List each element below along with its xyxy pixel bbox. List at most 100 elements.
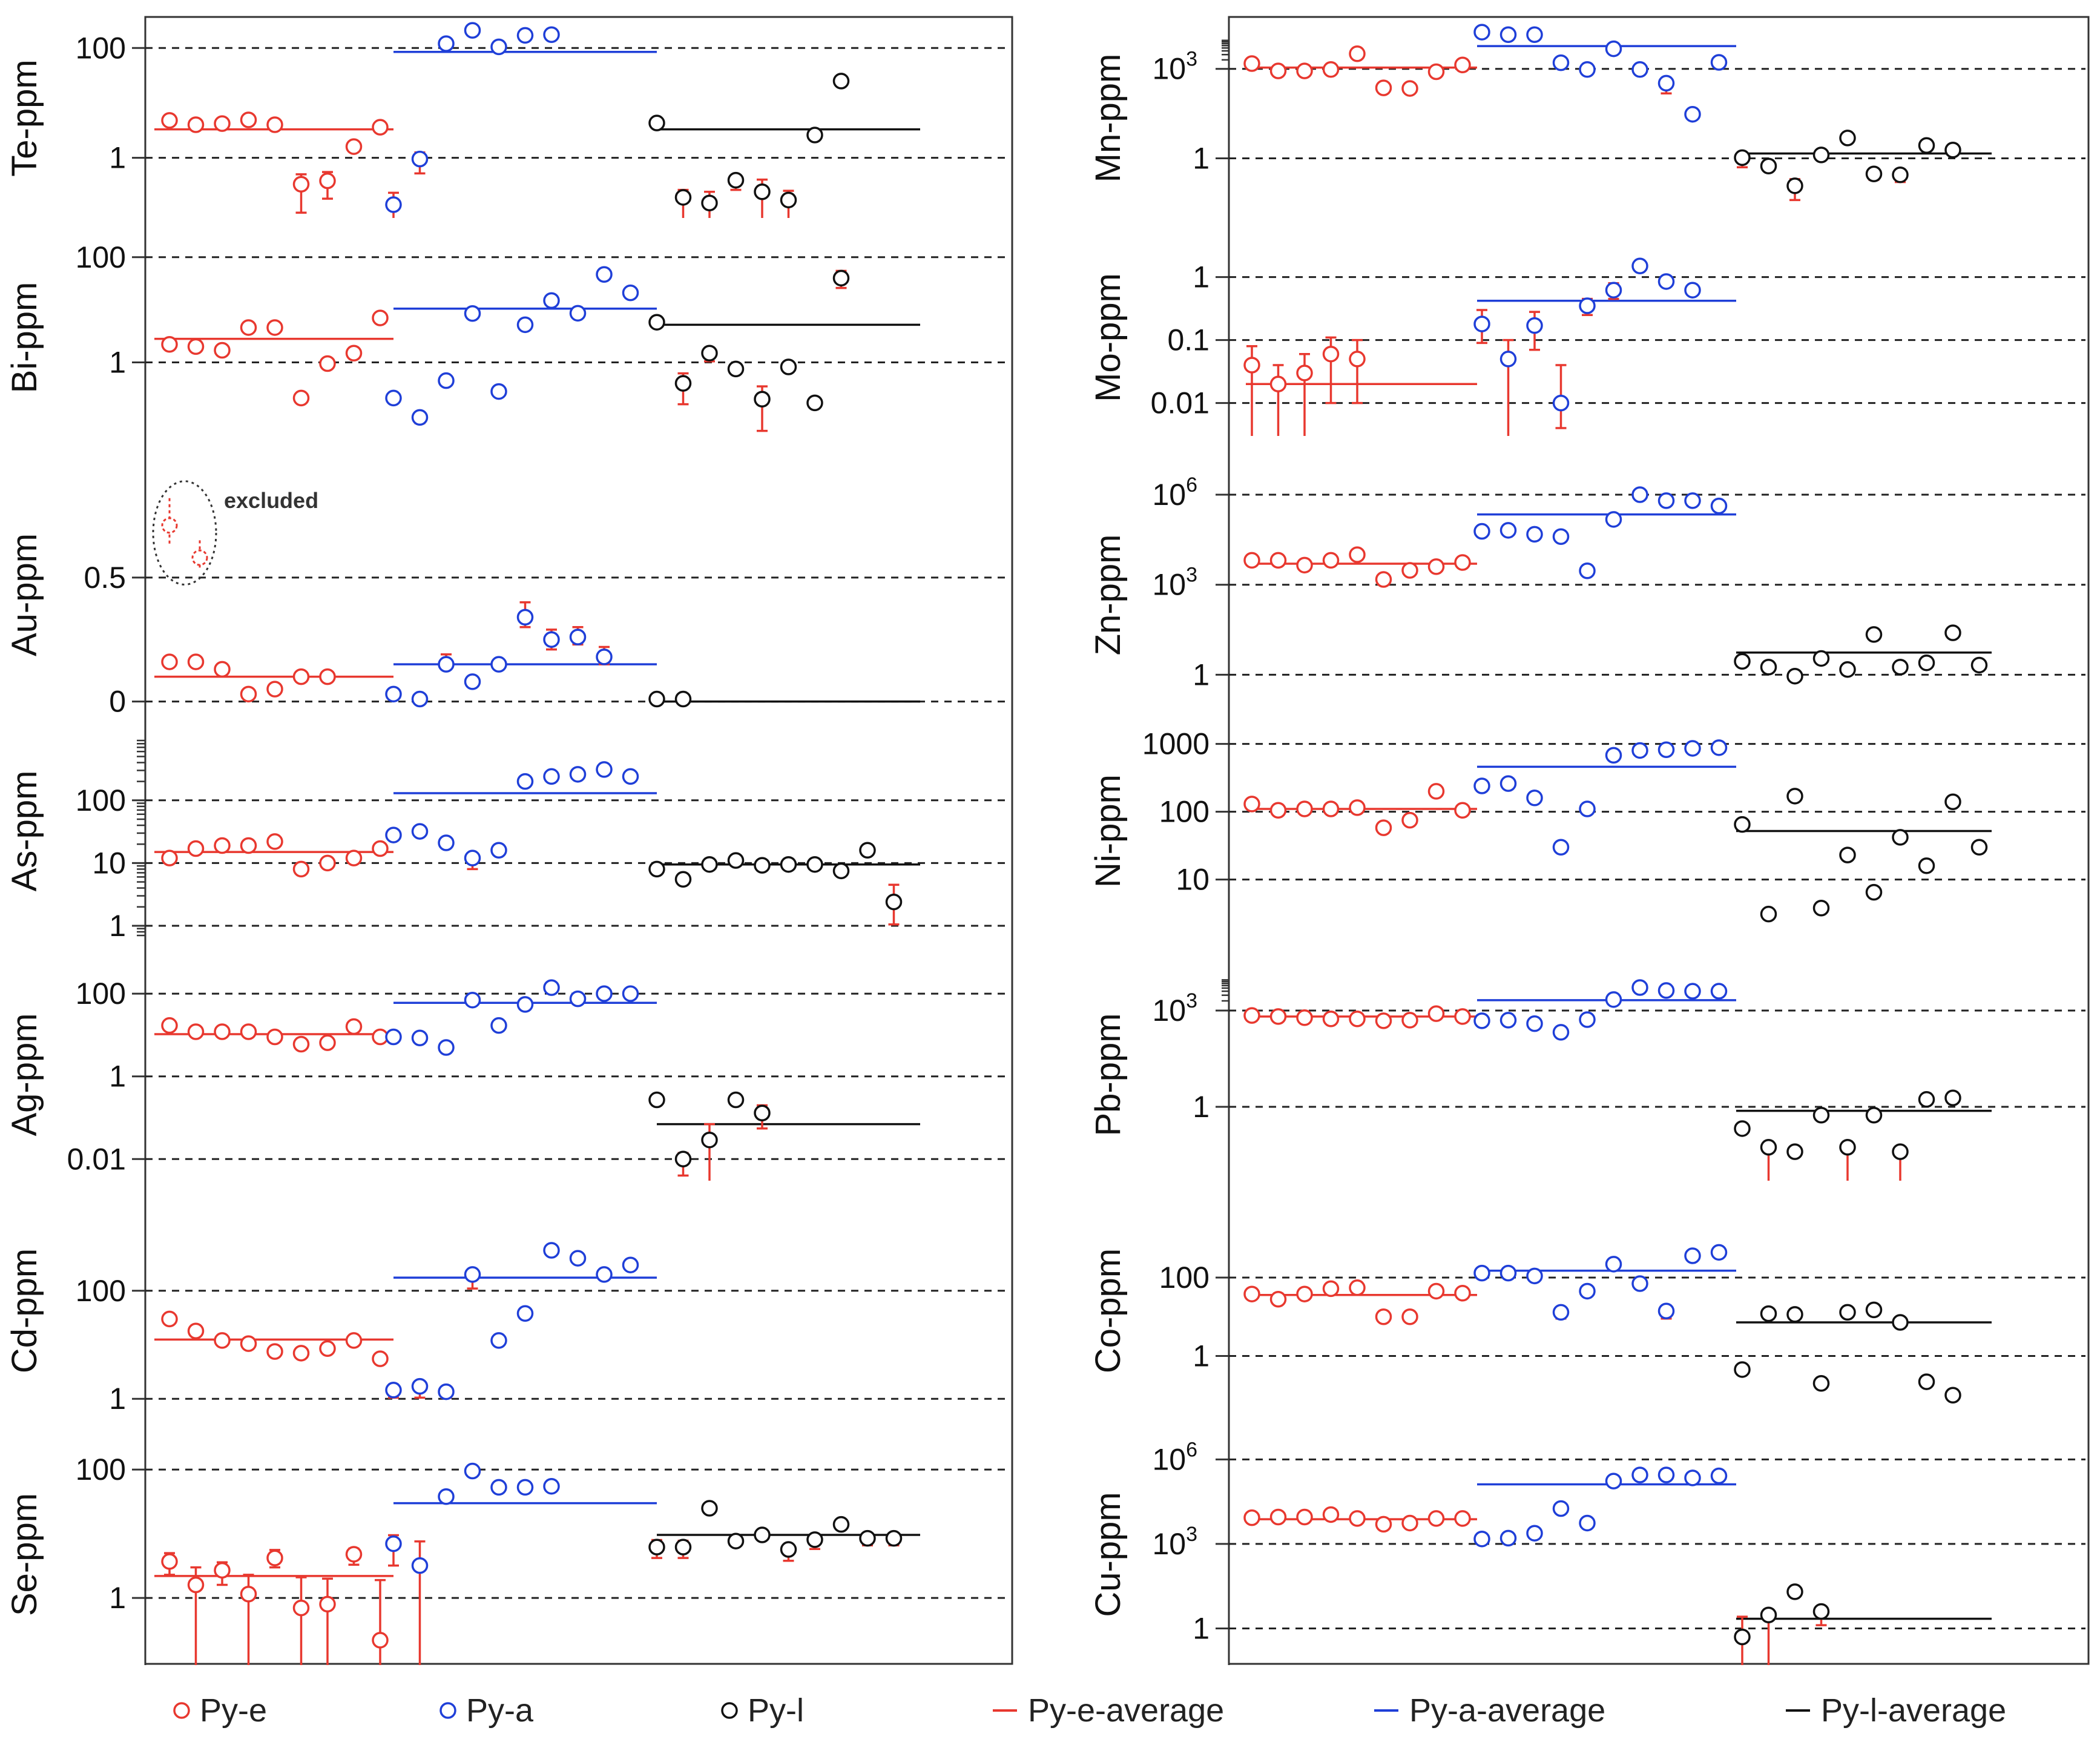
charts-layer: 1001Te-ppm1001Bi-ppm0.50Au-ppmexcluded10… xyxy=(5,18,2085,1665)
data-point-Py-a xyxy=(1710,54,1728,71)
data-point-Py-l xyxy=(1812,650,1830,667)
data-point-Py-e xyxy=(214,837,231,854)
data-point-Py-l xyxy=(1944,624,1961,641)
data-point-Py-e xyxy=(161,112,178,129)
tick-base: 10 xyxy=(1152,52,1186,86)
tick-label: 103 xyxy=(1152,1523,1197,1561)
panel-Te-ppm: 100 1 Te-ppm xyxy=(5,18,1005,218)
data-point-Py-l xyxy=(727,852,745,869)
data-point-Py-a xyxy=(1552,1024,1570,1041)
data-point-Py-a xyxy=(569,305,587,322)
data-point-Py-l xyxy=(780,191,797,209)
data-point-Py-e xyxy=(1454,56,1471,74)
data-point-Py-a xyxy=(1710,983,1728,1000)
data-point-Py-e xyxy=(240,837,257,854)
data-point-Py-a xyxy=(1657,741,1675,759)
data-point-Py-a xyxy=(490,1479,507,1496)
data-point-Py-e xyxy=(1349,45,1366,62)
data-point-Py-e xyxy=(1322,61,1340,78)
data-point-Py-e xyxy=(1322,1280,1340,1298)
panel-Mo-ppm: 1 0.1 0.01 Mo-ppm xyxy=(1088,239,2085,436)
data-point-Py-a xyxy=(438,1488,455,1505)
data-point-Py-e xyxy=(1454,1285,1471,1302)
data-point-Py-a xyxy=(1499,26,1517,43)
data-point-Py-a xyxy=(1605,40,1622,58)
data-point-Py-e xyxy=(240,685,257,703)
data-point-Py-a xyxy=(490,656,507,673)
data-point-Py-l xyxy=(780,856,797,873)
data-point-Py-e xyxy=(372,1632,389,1649)
data-point-Py-e xyxy=(319,854,336,872)
data-point-Py-e xyxy=(161,653,178,670)
tick-label: 100 xyxy=(1159,795,1210,829)
data-point-Py-l xyxy=(1812,900,1830,917)
data-point-Py-e xyxy=(1349,1010,1366,1028)
data-point-Py-e xyxy=(345,138,363,155)
data-point-Py-l xyxy=(859,842,876,859)
data-point-Py-e xyxy=(292,860,310,878)
data-point-Py-l xyxy=(1760,659,1777,676)
data-point-Py-l xyxy=(1918,1373,1935,1390)
data-point-Py-l xyxy=(1812,1603,1830,1620)
data-point-Py-e xyxy=(187,1322,205,1339)
tick-label: 0 xyxy=(109,685,126,719)
panel-Au-ppm: 0.5 0 Au-ppm excluded xyxy=(5,478,1005,719)
y-axis-label: Mn-ppm xyxy=(1088,54,1128,183)
data-point-Py-e xyxy=(292,389,310,407)
data-point-Py-a xyxy=(1579,1514,1596,1532)
data-point-Py-a xyxy=(1579,562,1596,579)
data-point-Py-e xyxy=(161,1553,178,1570)
data-point-Py-e xyxy=(1322,1010,1340,1028)
data-point-Py-e xyxy=(1243,1007,1260,1024)
data-point-Py-a xyxy=(1526,1525,1543,1542)
data-point-Py-a xyxy=(1631,257,1648,275)
data-point-Py-a xyxy=(1473,315,1490,332)
data-point-Py-l xyxy=(754,391,771,408)
y-axis-label: Mo-ppm xyxy=(1088,273,1128,402)
data-point-Py-e xyxy=(1322,345,1340,363)
data-point-Py-l xyxy=(832,269,850,287)
data-point-Py-l xyxy=(1786,1583,1803,1600)
data-point-Py-l xyxy=(832,862,850,880)
data-point-Py-a xyxy=(385,826,402,843)
data-point-Py-l xyxy=(1865,626,1883,643)
tick-label: 10 xyxy=(92,846,126,880)
data-point-Py-a xyxy=(438,35,455,52)
data-point-Py-l xyxy=(832,1516,850,1533)
data-point-Py-l xyxy=(1839,1139,1856,1156)
tick-label: 100 xyxy=(76,783,126,817)
data-point-Py-e xyxy=(1401,562,1418,579)
data-point-Py-a xyxy=(411,1029,429,1046)
data-point-Py-a xyxy=(1473,777,1490,794)
data-point-Py-e xyxy=(214,1562,231,1579)
data-point-Py-l xyxy=(1786,667,1803,685)
tick-exponent: 3 xyxy=(1186,564,1197,587)
tick-label: 103 xyxy=(1152,48,1197,86)
data-point-Py-a xyxy=(1605,511,1622,528)
data-point-Py-a xyxy=(1473,523,1490,540)
data-point-Py-a xyxy=(438,656,455,673)
data-point-Py-a xyxy=(1552,54,1570,71)
legend-item-Py-e-average: Py-e-average xyxy=(993,1692,1224,1729)
data-point-Py-a xyxy=(411,150,429,168)
data-point-Py-e xyxy=(1349,799,1366,816)
data-point-Py-e xyxy=(345,1018,363,1035)
data-point-Py-e xyxy=(1349,1510,1366,1527)
data-point-Py-a xyxy=(464,22,481,39)
data-point-Py-l xyxy=(1970,839,1988,856)
data-point-Py-l xyxy=(727,1532,745,1549)
data-point-Py-a xyxy=(1552,1304,1570,1321)
data-point-Py-l xyxy=(806,856,823,873)
panel-Ag-ppm: 100 1 0.01 Ag-ppm xyxy=(5,969,1005,1181)
data-point-Py-l xyxy=(1918,857,1935,874)
data-point-Py-a xyxy=(385,389,402,407)
data-point-Py-a xyxy=(1526,1267,1543,1285)
data-point-Py-l xyxy=(1786,788,1803,805)
data-point-Py-a xyxy=(1684,740,1701,757)
data-point-Py-l xyxy=(1734,816,1751,833)
legend-item-Py-l: Py-l xyxy=(721,1692,804,1729)
data-point-Py-l xyxy=(1839,661,1856,678)
data-point-Py-a xyxy=(516,1305,534,1322)
data-point-Py-l xyxy=(1918,1091,1935,1108)
data-point-Py-e xyxy=(345,849,363,866)
